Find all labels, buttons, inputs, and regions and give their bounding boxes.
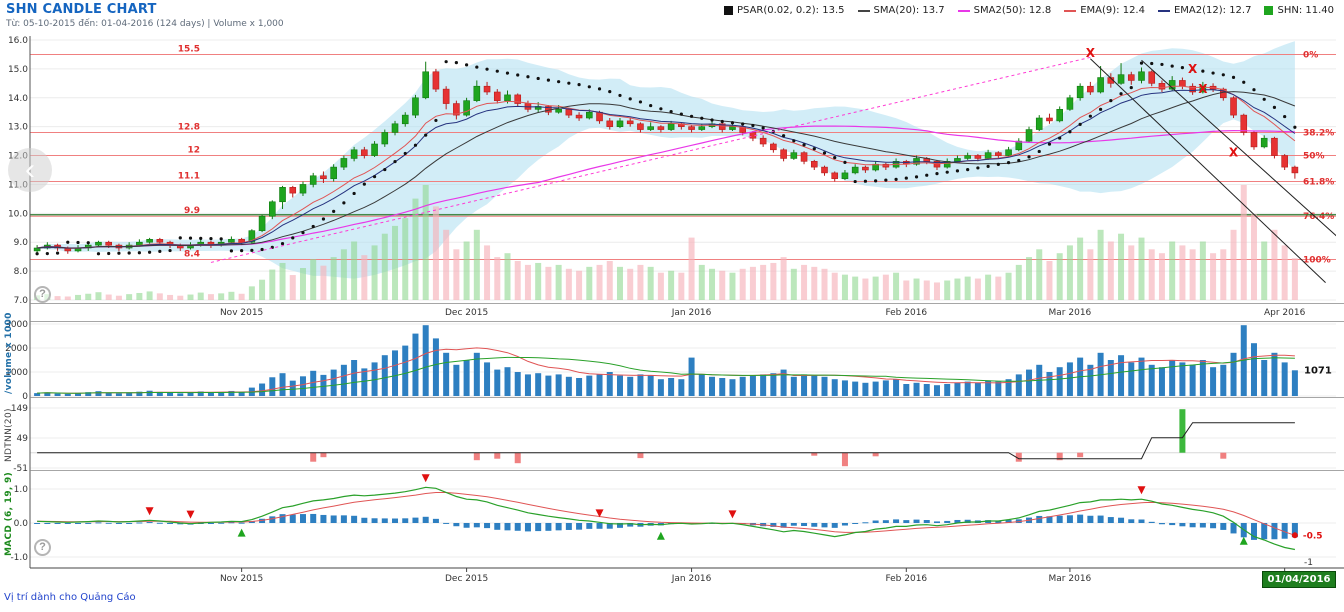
page-title: SHN CANDLE CHART [6, 2, 157, 17]
ema12-marker-icon [1157, 9, 1170, 12]
macd-axis-title: MACD (6, 19, 9) [4, 471, 14, 556]
svg-text:38.2%: 38.2% [1303, 128, 1334, 138]
svg-text:-1.0: -1.0 [10, 553, 28, 563]
svg-text:50%: 50% [1303, 152, 1325, 162]
legend-label-ema12: EMA2(12): 12.7 [1173, 5, 1252, 16]
moving-averages [37, 85, 1296, 249]
svg-text:0.0: 0.0 [14, 519, 29, 529]
svg-text:0: 0 [22, 392, 28, 402]
svg-text:2000: 2000 [5, 344, 28, 354]
help-icon-main[interactable]: ? [34, 286, 51, 303]
psar-dots [35, 60, 1297, 256]
svg-text:X: X [1229, 146, 1239, 160]
svg-text:76.4%: 76.4% [1303, 212, 1334, 222]
macd-panel: -0.5 -1 [34, 486, 1323, 568]
svg-text:1.0: 1.0 [14, 485, 29, 495]
svg-text:Dec 2015: Dec 2015 [445, 308, 488, 318]
panel-frame [29, 36, 1344, 569]
svg-text:Nov 2015: Nov 2015 [220, 574, 263, 584]
volume-axis-title: /volume x 1000 [4, 312, 14, 394]
help-icon-macd[interactable]: ? [34, 539, 51, 556]
svg-text:X: X [1086, 46, 1096, 60]
trendlines [210, 56, 1336, 284]
psar-marker-icon [724, 6, 733, 15]
legend-label-ema9: EMA(9): 12.4 [1080, 5, 1145, 16]
svg-text:12.8: 12.8 [178, 122, 200, 132]
svg-text:Apr 2016: Apr 2016 [1264, 308, 1306, 318]
svg-text:X: X [1188, 62, 1198, 76]
legend-item-sma50: SMA2(50): 12.8 [957, 5, 1052, 16]
svg-text:Mar 2016: Mar 2016 [1049, 574, 1092, 584]
macd-signal-markers [145, 474, 1248, 545]
legend-item-shn: SHN: 11.40 [1264, 5, 1334, 16]
svg-text:Feb 2016: Feb 2016 [885, 308, 927, 318]
svg-text:Jan 2016: Jan 2016 [671, 308, 712, 318]
current-date-badge: 01/04/2016 [1262, 571, 1336, 588]
svg-text:49: 49 [17, 434, 29, 444]
candles [33, 61, 1299, 254]
chart-header: SHN CANDLE CHART Từ: 05-10-2015 đến: 01-… [0, 0, 1344, 32]
ndtnn-axis-title: NDTNN(20) [4, 408, 14, 462]
svg-text:7.0: 7.0 [14, 296, 29, 306]
svg-text:15.0: 15.0 [8, 65, 28, 75]
svg-text:Jan 2016: Jan 2016 [671, 574, 712, 584]
shn-marker-icon [1264, 6, 1274, 15]
volume-panel: 1071 [34, 325, 1332, 396]
svg-text:16.0: 16.0 [8, 36, 28, 46]
legend-item-sma20: SMA(20): 13.7 [857, 5, 945, 16]
chart-subtitle: Từ: 05-10-2015 đến: 01-04-2016 (124 days… [6, 19, 284, 29]
ndtnn-panel [37, 409, 1295, 467]
legend-item-psar: PSAR(0.02, 0.2): 13.5 [724, 5, 845, 16]
svg-text:-1: -1 [1304, 558, 1313, 568]
main-volume-bars [34, 184, 1298, 300]
svg-text:Dec 2015: Dec 2015 [445, 574, 488, 584]
ema9-marker-icon [1064, 9, 1077, 12]
sma50-marker-icon [957, 9, 970, 12]
svg-text:149: 149 [11, 404, 28, 414]
svg-text:10.0: 10.0 [8, 209, 28, 219]
svg-text:12: 12 [187, 146, 200, 156]
svg-text:X: X [1198, 82, 1208, 96]
chart-legend: PSAR(0.02, 0.2): 13.5 SMA(20): 13.7 SMA2… [724, 5, 1334, 16]
sma20-marker-icon [857, 9, 870, 12]
svg-text:8.0: 8.0 [14, 267, 29, 277]
svg-text:9.0: 9.0 [14, 238, 29, 248]
legend-item-ema12: EMA2(12): 12.7 [1157, 5, 1252, 16]
svg-text:1000: 1000 [5, 368, 28, 378]
svg-text:Mar 2016: Mar 2016 [1049, 308, 1092, 318]
svg-text:13.0: 13.0 [8, 123, 28, 133]
month-labels: Nov 2015 Dec 2015 Jan 2016 Feb 2016 Mar 2016… [220, 308, 1306, 584]
svg-text:1071: 1071 [1304, 365, 1332, 376]
legend-label-psar: PSAR(0.02, 0.2): 13.5 [737, 5, 845, 16]
prev-arrow-button[interactable]: ‹ [8, 148, 52, 192]
svg-text:15.5: 15.5 [178, 44, 200, 54]
svg-text:61.8%: 61.8% [1303, 178, 1334, 188]
svg-text:-0.5: -0.5 [1303, 531, 1323, 541]
bollinger-band [37, 41, 1295, 279]
svg-text:0%: 0% [1303, 50, 1318, 60]
legend-label-sma20: SMA(20): 13.7 [873, 5, 945, 16]
svg-text:11.1: 11.1 [178, 172, 200, 182]
svg-text:-51: -51 [13, 464, 28, 474]
legend-item-ema9: EMA(9): 12.4 [1064, 5, 1145, 16]
ad-placeholder-link[interactable]: Vị trí dành cho Quảng Cáo [4, 592, 136, 603]
svg-text:9.9: 9.9 [184, 206, 200, 216]
svg-text:3000: 3000 [5, 320, 28, 330]
legend-label-sma50: SMA2(50): 12.8 [973, 5, 1052, 16]
legend-label-shn: SHN: 11.40 [1277, 5, 1334, 16]
svg-text:14.0: 14.0 [8, 94, 28, 104]
svg-text:100%: 100% [1303, 256, 1331, 266]
svg-text:Feb 2016: Feb 2016 [885, 574, 927, 584]
svg-text:Nov 2015: Nov 2015 [220, 308, 263, 318]
svg-text:8.4: 8.4 [184, 250, 200, 260]
